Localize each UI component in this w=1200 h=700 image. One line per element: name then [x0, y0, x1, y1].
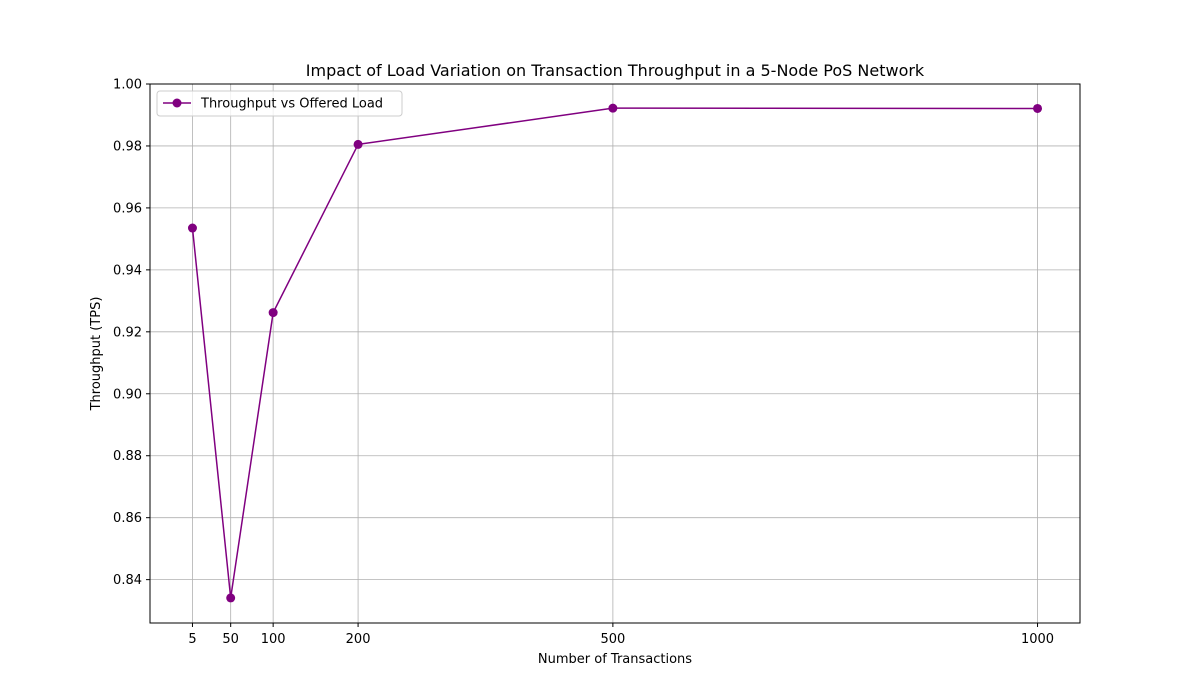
- chart-title: Impact of Load Variation on Transaction …: [306, 61, 925, 80]
- series-line: [191, 107, 1038, 599]
- plot-frame: [149, 83, 1081, 624]
- y-tick-label: 0.84: [113, 573, 142, 588]
- y-tick-label: 0.98: [113, 139, 142, 154]
- legend-marker-swatch: [172, 98, 182, 108]
- data-point: [1033, 103, 1043, 113]
- y-tick-label: 0.92: [113, 325, 142, 340]
- y-tick-label: 0.96: [113, 201, 142, 216]
- y-tick-label: 1.00: [113, 78, 142, 93]
- data-point: [353, 139, 363, 149]
- legend-box: [156, 90, 403, 117]
- x-tick-label: 200: [346, 632, 371, 647]
- y-tick-label: 0.86: [113, 511, 142, 526]
- legend: Throughput vs Offered Load: [156, 90, 403, 117]
- x-tick-label: 500: [600, 632, 625, 647]
- axis-ticks: 5 50 100 200 500 1000 0.84 0.86 0.88 0.90 0.92 0.94…: [113, 78, 1054, 648]
- x-tick-label: 5: [188, 632, 196, 647]
- x-tick-label: 100: [261, 632, 286, 647]
- x-tick-label: 1000: [1021, 632, 1054, 647]
- y-tick-label: 0.90: [113, 387, 142, 402]
- series-layer: [187, 103, 1043, 603]
- legend-entry-label: Throughput vs Offered Load: [200, 97, 383, 112]
- data-point: [608, 103, 618, 113]
- x-tick-label: 50: [222, 632, 239, 647]
- y-tick-label: 0.94: [113, 263, 142, 278]
- data-point: [187, 223, 197, 233]
- data-point: [268, 308, 278, 318]
- x-axis-label: Number of Transactions: [538, 652, 692, 667]
- y-tick-label: 0.88: [113, 449, 142, 464]
- data-point: [226, 593, 236, 603]
- y-axis-label: Throughput (TPS): [89, 297, 104, 412]
